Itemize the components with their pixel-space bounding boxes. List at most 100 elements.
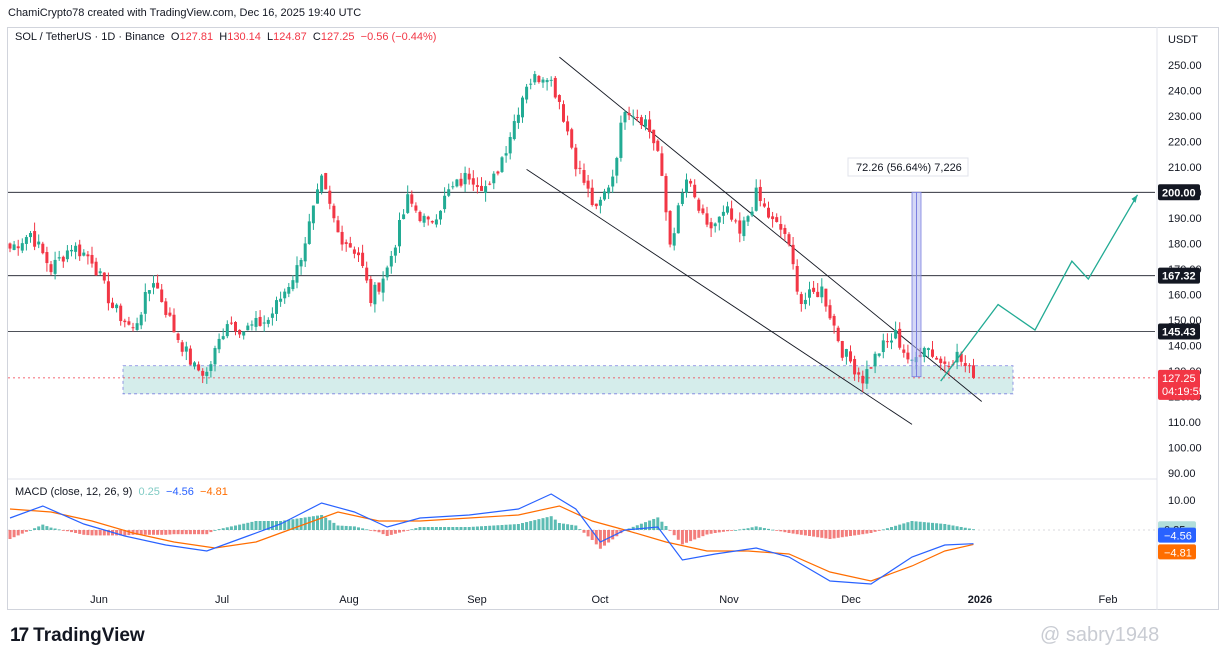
macd-histogram-bar xyxy=(209,530,213,533)
candle-body xyxy=(115,304,119,309)
macd-histogram-bar xyxy=(775,530,779,531)
macd-histogram-bar xyxy=(295,518,299,530)
candle-body xyxy=(82,252,86,256)
macd-histogram-bar xyxy=(225,527,229,530)
symbol-title[interactable]: SOL / TetherUS · 1D · Binance xyxy=(15,31,165,43)
macd-histogram-bar xyxy=(328,520,332,530)
candle-body xyxy=(275,300,278,314)
macd-legend[interactable]: MACD (close, 12, 26, 9) 0.25 −4.56 −4.81 xyxy=(15,486,228,498)
candle-body xyxy=(713,223,717,227)
macd-histogram-bar xyxy=(193,530,196,535)
candle-body xyxy=(902,349,906,353)
candle-body xyxy=(873,353,877,367)
candle-body xyxy=(303,243,307,262)
time-tick-label: Oct xyxy=(591,594,608,606)
macd-histogram-bar xyxy=(512,524,516,530)
macd-histogram-bar xyxy=(828,530,832,539)
price-tick-label: 160.00 xyxy=(1168,289,1202,301)
macd-histogram-bar xyxy=(566,524,570,530)
candle-body xyxy=(135,323,139,330)
macd-histogram-bar xyxy=(894,525,898,530)
candle-body xyxy=(254,317,258,327)
macd-histogram-bar xyxy=(238,524,242,530)
price-tick-label: 90.00 xyxy=(1168,468,1196,480)
candle-body xyxy=(422,215,426,223)
candle-body xyxy=(586,180,590,189)
macd-histogram-bar xyxy=(808,530,811,536)
macd-histogram-bar xyxy=(508,524,512,530)
macd-histogram-bar xyxy=(45,526,49,530)
projection-arrowhead xyxy=(1131,194,1138,203)
candle-body xyxy=(746,216,750,222)
macd-histogram-bar xyxy=(791,530,795,534)
macd-histogram-bar xyxy=(381,530,385,535)
ohlc-l-label: L xyxy=(267,31,274,43)
candle-body xyxy=(582,170,586,183)
candle-body xyxy=(623,111,627,123)
macd-histogram-bar xyxy=(172,530,176,535)
macd-histogram-bar xyxy=(340,525,344,530)
macd-histogram-bar xyxy=(369,530,373,531)
candle-body xyxy=(180,342,184,352)
chart-frame xyxy=(7,27,1219,610)
macd-histogram-bar xyxy=(197,530,201,535)
macd-histogram-bar xyxy=(906,522,910,530)
macd-histogram-bar xyxy=(885,528,889,530)
candle-body xyxy=(373,284,377,305)
candle-body xyxy=(41,243,45,254)
candle-body xyxy=(484,186,488,194)
candle-body xyxy=(447,189,451,196)
candle-body xyxy=(398,219,401,247)
candle-body xyxy=(730,208,734,220)
candle-body xyxy=(726,206,729,213)
macd-histogram-bar xyxy=(922,522,926,530)
macd-histogram-bar xyxy=(721,530,725,532)
candle-body xyxy=(652,129,656,144)
candle-body xyxy=(90,254,94,264)
macd-histogram-bar xyxy=(12,530,16,538)
macd-histogram-bar xyxy=(931,522,934,530)
macd-histogram-bar xyxy=(385,530,389,536)
candle-body xyxy=(840,340,844,358)
macd-histogram-bar xyxy=(65,530,69,532)
macd-histogram-bar xyxy=(480,526,483,530)
macd-histogram-bar xyxy=(570,524,574,530)
projection-path xyxy=(940,194,1139,382)
macd-histogram-bar xyxy=(713,530,717,533)
macd-histogram-bar xyxy=(291,519,295,530)
symbol-legend[interactable]: SOL / TetherUS · 1D · Binance O127.81 H1… xyxy=(15,31,436,43)
price-tick-label: 230.00 xyxy=(1168,111,1202,123)
candle-body xyxy=(459,178,463,186)
macd-histogram-bar xyxy=(74,530,78,533)
measure-label-bg xyxy=(847,157,969,177)
candle-body xyxy=(49,264,53,273)
candle-body xyxy=(660,153,664,176)
macd-histogram-bar xyxy=(836,530,840,538)
candle-body xyxy=(877,353,881,356)
candle-body xyxy=(685,179,688,193)
candle-body xyxy=(865,369,869,384)
candle-body xyxy=(656,140,660,151)
macd-histogram-bar xyxy=(463,527,467,530)
candle-body xyxy=(803,299,807,305)
macd-histogram-bar xyxy=(873,530,877,532)
candle-body xyxy=(316,189,319,204)
time-tick-label: Sep xyxy=(467,594,487,606)
candle-body xyxy=(262,322,266,324)
macd-tick-label: 10.00 xyxy=(1168,495,1196,507)
macd-histogram-bar xyxy=(738,529,742,531)
macd-histogram-bar xyxy=(324,517,328,530)
candle-body xyxy=(607,187,611,194)
candle-body xyxy=(270,313,274,318)
candle-body xyxy=(898,328,902,348)
macd-histogram-bar xyxy=(373,530,377,532)
macd-histogram-bar xyxy=(283,520,287,530)
macd-histogram-bar xyxy=(656,517,660,530)
candle-body xyxy=(434,219,438,225)
macd-histogram-bar xyxy=(812,530,816,537)
macd-title[interactable]: MACD (close, 12, 26, 9) xyxy=(15,486,133,498)
tradingview-logo[interactable]: 17 TradingView xyxy=(10,625,145,647)
candle-body xyxy=(603,191,606,200)
candle-body xyxy=(381,278,385,293)
